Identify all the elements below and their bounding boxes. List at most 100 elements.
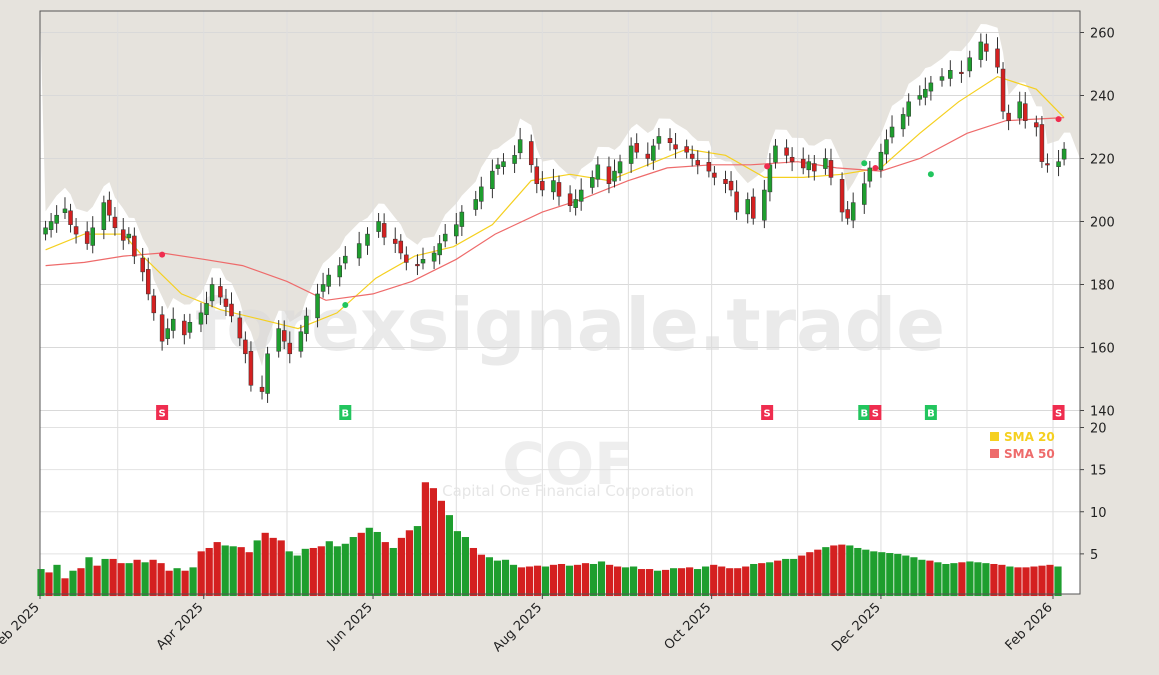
volume-bar — [710, 564, 718, 597]
volume-bar — [990, 563, 998, 596]
legend-swatch — [990, 449, 999, 458]
candle-body — [673, 144, 678, 150]
volume-bar — [133, 559, 141, 596]
volume-bar — [141, 562, 149, 596]
volume-bar — [229, 546, 237, 596]
candle-body — [606, 166, 612, 184]
candle-body — [62, 208, 68, 213]
volume-bar — [501, 559, 510, 596]
candle-body — [723, 179, 728, 184]
volume-bar — [285, 551, 293, 597]
volume-bar — [157, 563, 165, 597]
volume-bar — [205, 547, 213, 596]
volume-bar — [485, 557, 493, 597]
volume-bar — [309, 547, 317, 596]
candles — [43, 33, 1067, 403]
volume-bar — [213, 542, 221, 596]
volume-bar — [53, 564, 61, 597]
candle-body — [151, 295, 157, 314]
volume-bar — [325, 541, 333, 597]
volume-bar — [589, 563, 598, 596]
volume-bar — [557, 563, 566, 596]
candle-body — [634, 143, 639, 153]
price-tick-label: 140 — [1090, 405, 1115, 420]
candle-body — [48, 221, 54, 230]
candle-body — [551, 180, 556, 193]
sell-signal-badge — [761, 405, 774, 420]
candle-body — [590, 177, 595, 188]
legend-label: SMA 20 — [1004, 430, 1055, 444]
candle-body — [126, 233, 132, 239]
candle-body — [689, 153, 695, 159]
candle-body — [145, 269, 151, 295]
candle-body — [528, 141, 534, 166]
volume-bar — [726, 568, 734, 596]
candle-body — [617, 161, 623, 174]
volume-tick-label: 5 — [1090, 548, 1098, 563]
signal-badge-label: S — [764, 409, 771, 420]
volume-bar — [381, 542, 389, 596]
price-tick-label: 260 — [1090, 27, 1115, 42]
volume-bar — [533, 565, 542, 596]
volume-bar — [181, 570, 189, 597]
volume-bar — [301, 548, 309, 597]
candle-body — [437, 243, 442, 256]
candle-body — [1022, 103, 1028, 121]
candle-body — [198, 312, 204, 325]
volume-bar — [830, 545, 838, 596]
buy-signal-badge — [858, 405, 871, 420]
volume-bar — [173, 568, 181, 596]
volume-bar — [638, 569, 646, 597]
candle-body — [343, 255, 348, 264]
volume-bar — [525, 566, 534, 597]
volume-bar — [517, 567, 526, 596]
candle-body — [695, 160, 701, 166]
volume-bar — [461, 537, 469, 597]
candle-body — [948, 70, 953, 79]
volume-bar — [662, 569, 670, 596]
sell-signal-dot — [764, 163, 771, 170]
candle-body — [170, 318, 176, 331]
volume-tick-label: 20 — [1090, 422, 1107, 437]
candle-body — [159, 314, 165, 342]
candle-body — [1017, 101, 1022, 119]
volume-bar — [846, 545, 854, 596]
volume-bar — [237, 547, 245, 597]
price-shade — [40, 11, 1080, 367]
candle-body — [248, 351, 254, 386]
volume-bar — [125, 563, 133, 597]
candle-body — [706, 162, 712, 172]
candle-body — [376, 221, 381, 232]
signal-badge-label: B — [341, 409, 349, 420]
volume-bar — [197, 551, 205, 597]
volume-bar — [389, 547, 397, 596]
candle-body — [773, 145, 778, 163]
candle-body — [73, 226, 79, 235]
candle-body — [1034, 122, 1039, 128]
volume-bar — [509, 564, 518, 597]
candle-body — [517, 139, 523, 154]
volume-bar — [1046, 564, 1054, 597]
volume-bar — [622, 567, 630, 596]
candle-body — [884, 139, 889, 155]
candle-body — [889, 126, 895, 138]
volume-bar — [702, 566, 710, 597]
candle-body — [612, 170, 617, 182]
sell-signal-badge — [156, 405, 169, 420]
volume-bar — [429, 488, 437, 596]
candle-body — [900, 114, 906, 130]
signal-markers — [159, 116, 1062, 308]
volume-bar — [982, 563, 990, 597]
volume-bar — [277, 540, 285, 596]
candle-body — [784, 147, 789, 156]
candle-body — [101, 202, 107, 230]
volume-bar — [998, 564, 1006, 597]
price-tick-label: 240 — [1090, 90, 1115, 105]
candle-body — [223, 298, 229, 307]
candle-body — [734, 191, 739, 213]
signal-badge-label: S — [1055, 409, 1062, 420]
candle-body — [928, 82, 934, 92]
